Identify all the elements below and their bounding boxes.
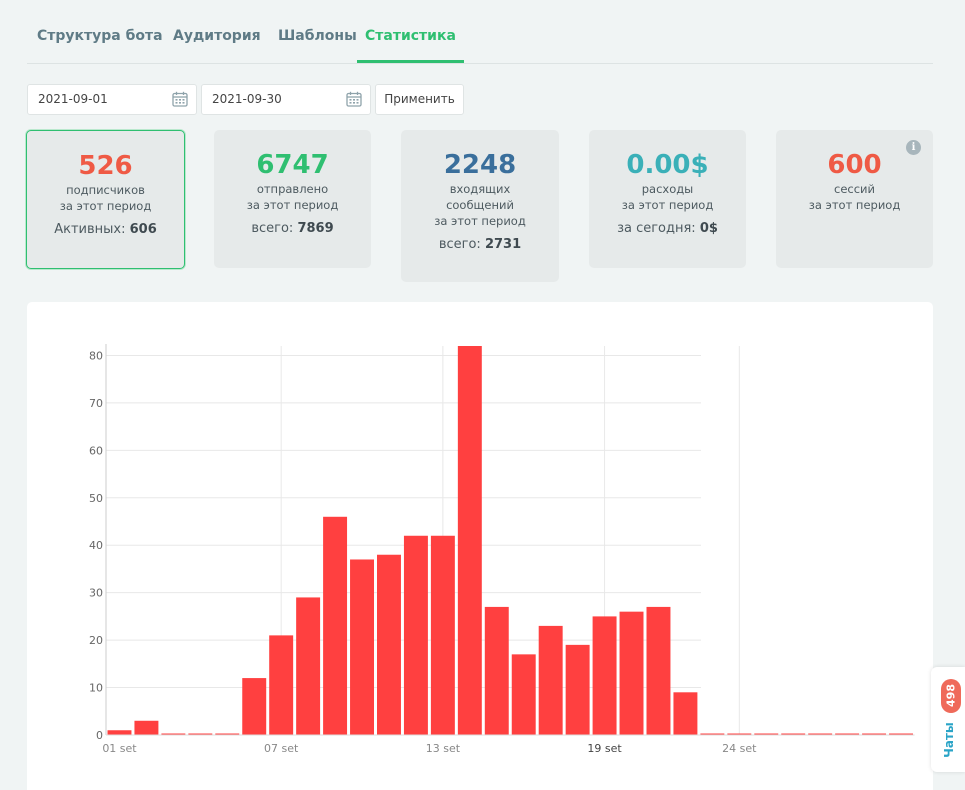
expenses-today: за сегодня: 0$: [617, 221, 718, 236]
bar: [188, 733, 213, 735]
sessions-label: сессий: [834, 182, 875, 196]
card-subscribers[interactable]: 526 подписчиков за этот период Активных:…: [26, 130, 185, 269]
bar: [242, 678, 267, 735]
bar: [403, 535, 428, 735]
x-tick-label: 19 set: [587, 742, 622, 755]
bar: [781, 733, 806, 735]
sessions-period-label: за этот период: [808, 198, 901, 212]
card-sent[interactable]: 6747 отправлено за этот период всего: 78…: [214, 130, 371, 268]
bar: [511, 654, 536, 735]
bar: [430, 535, 455, 735]
bar: [565, 644, 590, 735]
bar: [484, 606, 509, 735]
bar: [619, 611, 644, 735]
bar: [673, 692, 698, 735]
subscribers-period-label: за этот период: [59, 199, 152, 213]
bar: [889, 733, 913, 735]
expenses-today-amount: 0$: [699, 221, 718, 236]
bar: [592, 616, 617, 735]
subscribers-label: подписчиков: [66, 183, 145, 197]
y-tick-label: 70: [89, 397, 103, 410]
bar-chart: 0 10 20 30 40 50 60 70 80 01 set 07 set 13 set 19 se…: [89, 344, 915, 755]
bar: [161, 733, 186, 735]
bar: [700, 733, 725, 735]
y-tick-label: 80: [89, 349, 103, 362]
card-expenses[interactable]: 0.00$ расходы за этот период за сегодня:…: [589, 130, 746, 268]
y-tick-label: 40: [89, 539, 103, 552]
bar: [457, 346, 482, 735]
sent-total-count: 7869: [297, 221, 334, 236]
tab-audience[interactable]: Аудитория: [173, 28, 261, 44]
card-sessions[interactable]: i 600 сессий за этот период: [776, 130, 933, 268]
chats-count-badge: 498: [941, 679, 961, 713]
chart-panel: 0 10 20 30 40 50 60 70 80 01 set 07 set 13 set 19 se…: [27, 302, 933, 790]
sent-count: 6747: [256, 150, 329, 180]
incoming-label: входящих: [449, 182, 511, 196]
date-to-input[interactable]: 2021-09-30: [201, 84, 371, 115]
sent-period-label: за этот период: [246, 198, 339, 212]
apply-button[interactable]: Применить: [375, 84, 464, 115]
x-tick-label: 13 set: [426, 742, 461, 755]
bar: [538, 625, 563, 735]
tab-bar: Структура бота Аудитория Шаблоны Статист…: [27, 14, 933, 64]
incoming-total-count: 2731: [484, 237, 522, 252]
bar: [835, 733, 860, 735]
incoming-label-2: сообщений: [446, 198, 514, 212]
bar: [377, 554, 401, 735]
subscribers-count: 526: [78, 151, 133, 181]
bar: [269, 635, 294, 735]
chats-widget[interactable]: 498 Чаты: [931, 667, 965, 772]
tab-statistics[interactable]: Статистика: [357, 14, 464, 63]
y-tick-label: 60: [89, 444, 103, 457]
date-to-value: 2021-09-30: [212, 92, 282, 106]
bar: [323, 516, 348, 735]
x-tick-label: 24 set: [722, 742, 757, 755]
sent-label: отправлено: [256, 182, 329, 196]
incoming-period-label: за этот период: [434, 214, 526, 228]
incoming-count: 2248: [443, 150, 517, 180]
chats-label: Чаты: [942, 722, 956, 758]
expenses-period-label: за этот период: [621, 198, 714, 212]
bar: [808, 733, 833, 735]
calendar-icon[interactable]: [346, 91, 362, 107]
tab-templates[interactable]: Шаблоны: [278, 28, 357, 44]
bar: [727, 733, 752, 735]
x-tick-label: 07 set: [264, 742, 299, 755]
date-from-value: 2021-09-01: [38, 92, 108, 106]
card-incoming[interactable]: 2248 входящих сообщений за этот период в…: [401, 130, 559, 282]
bar: [107, 730, 132, 735]
active-subscribers: Активных: 606: [54, 222, 157, 237]
bar: [296, 597, 321, 735]
expenses-label: расходы: [641, 182, 694, 196]
y-tick-label: 10: [89, 682, 103, 695]
bar: [134, 720, 159, 735]
bar: [215, 733, 240, 735]
x-tick-label: 01 set: [102, 742, 137, 755]
date-from-input[interactable]: 2021-09-01: [27, 84, 197, 115]
sent-total: всего: 7869: [251, 221, 334, 236]
bar: [646, 606, 671, 735]
active-count: 606: [129, 222, 157, 237]
info-icon[interactable]: i: [906, 140, 921, 155]
bar: [350, 559, 374, 735]
calendar-icon[interactable]: [172, 91, 188, 107]
bar: [862, 733, 887, 735]
expenses-amount: 0.00$: [626, 150, 709, 180]
y-tick-label: 0: [96, 729, 103, 742]
tab-bot-structure[interactable]: Структура бота: [37, 28, 163, 44]
y-tick-label: 30: [89, 587, 103, 600]
y-tick-label: 50: [89, 492, 103, 505]
bar: [754, 733, 779, 735]
incoming-total: всего: 2731: [438, 237, 522, 252]
sessions-count: 600: [827, 150, 882, 180]
y-tick-label: 20: [89, 634, 103, 647]
